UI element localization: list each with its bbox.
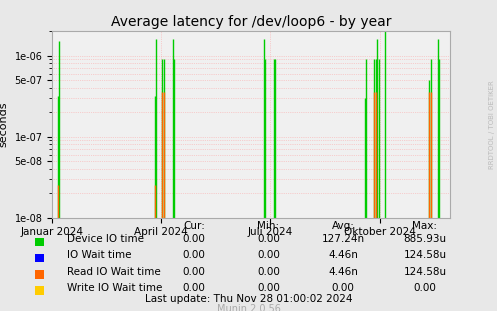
Text: Munin 2.0.56: Munin 2.0.56 [217, 304, 280, 311]
Text: 0.00: 0.00 [414, 283, 436, 293]
Text: Max:: Max: [413, 220, 437, 230]
Text: Min:: Min: [257, 220, 279, 230]
Text: 0.00: 0.00 [257, 283, 280, 293]
Text: IO Wait time: IO Wait time [67, 250, 132, 260]
Text: 885.93u: 885.93u [404, 234, 446, 244]
Text: RRDTOOL / TOBI OETIKER: RRDTOOL / TOBI OETIKER [489, 80, 495, 169]
Text: 124.58u: 124.58u [404, 250, 446, 260]
Text: Cur:: Cur: [183, 220, 205, 230]
Y-axis label: seconds: seconds [0, 102, 9, 147]
Text: 124.58u: 124.58u [404, 267, 446, 276]
Text: 0.00: 0.00 [257, 234, 280, 244]
Text: 4.46n: 4.46n [328, 267, 358, 276]
Text: Last update: Thu Nov 28 01:00:02 2024: Last update: Thu Nov 28 01:00:02 2024 [145, 294, 352, 304]
Title: Average latency for /dev/loop6 - by year: Average latency for /dev/loop6 - by year [111, 15, 391, 29]
Text: 4.46n: 4.46n [328, 250, 358, 260]
Text: Write IO Wait time: Write IO Wait time [67, 283, 163, 293]
Text: 0.00: 0.00 [257, 267, 280, 276]
Text: Avg:: Avg: [331, 220, 354, 230]
Text: 0.00: 0.00 [182, 267, 205, 276]
Text: 127.24n: 127.24n [322, 234, 364, 244]
Text: 0.00: 0.00 [182, 250, 205, 260]
Text: 0.00: 0.00 [182, 234, 205, 244]
Text: Read IO Wait time: Read IO Wait time [67, 267, 161, 276]
Text: 0.00: 0.00 [331, 283, 354, 293]
Text: 0.00: 0.00 [182, 283, 205, 293]
Text: 0.00: 0.00 [257, 250, 280, 260]
Text: Device IO time: Device IO time [67, 234, 144, 244]
